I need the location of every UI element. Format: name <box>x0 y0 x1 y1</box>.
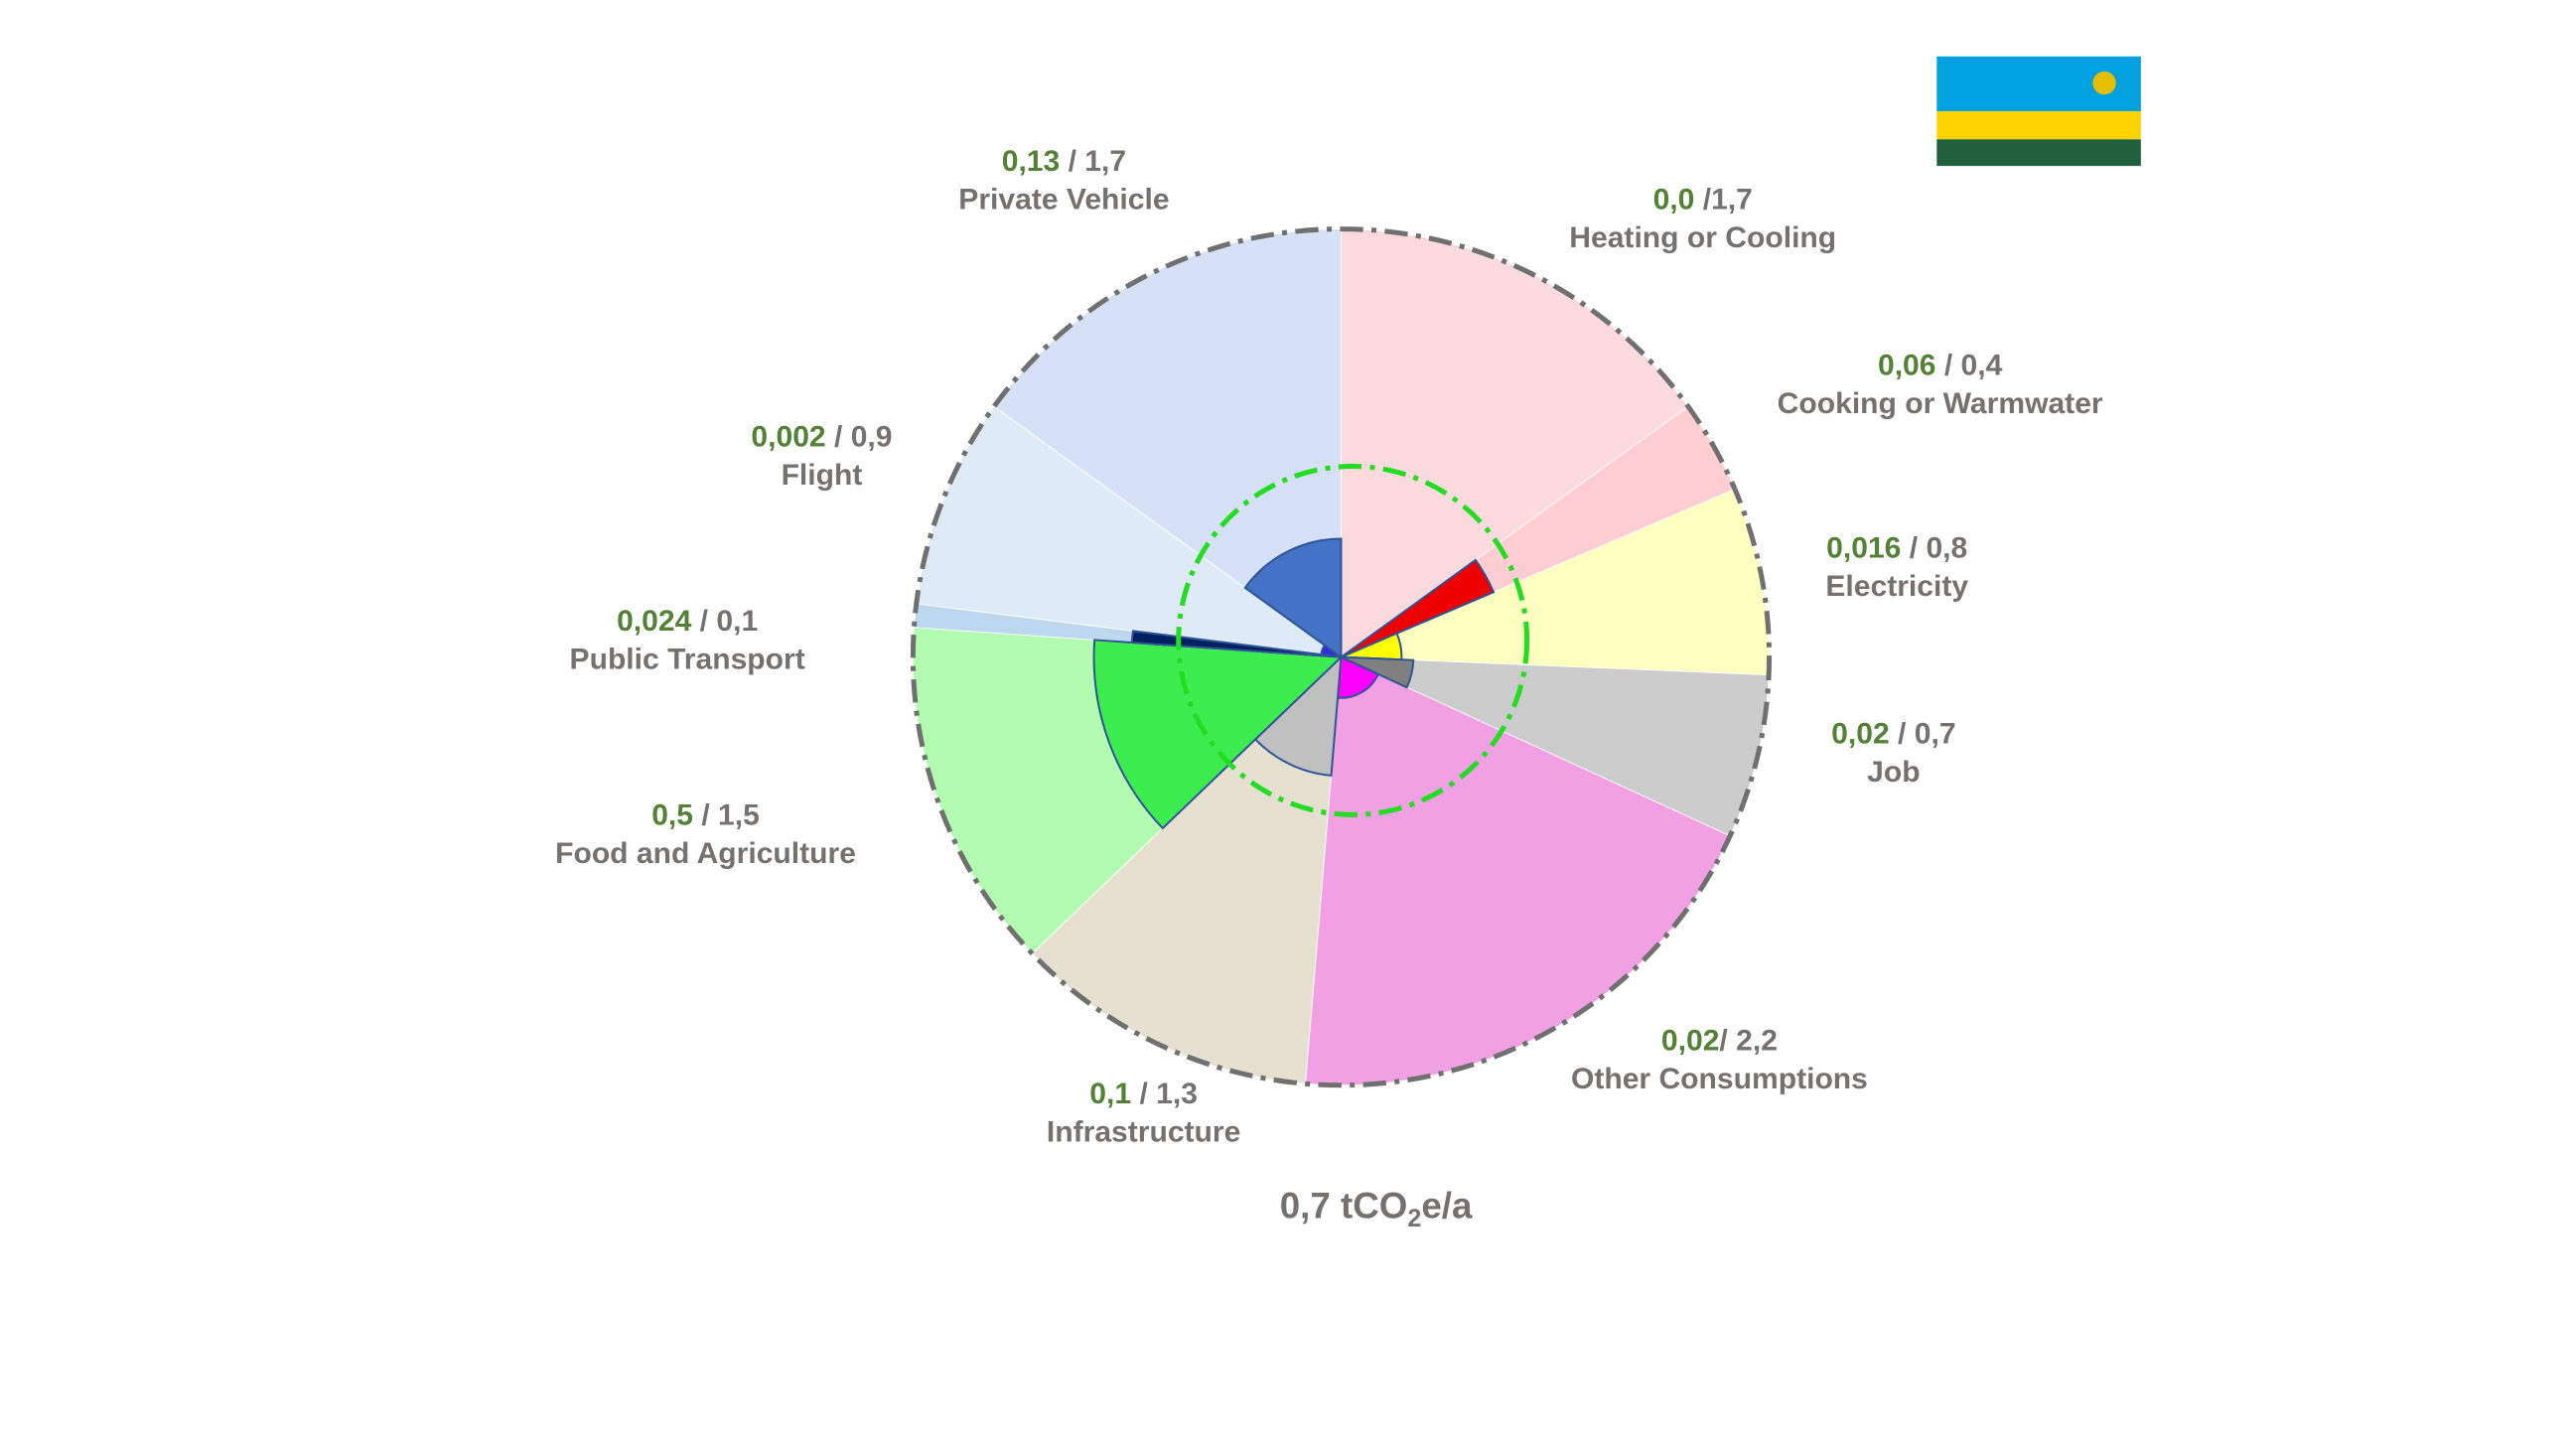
average: / 0,8 <box>1901 531 1967 564</box>
total-unit: tCO <box>1341 1185 1407 1226</box>
wedges <box>912 228 1770 1086</box>
average: / 1,5 <box>693 798 760 831</box>
value: 0,02 <box>1661 1025 1720 1058</box>
value-wedge <box>1340 558 1496 658</box>
labels: 0,0 /1,7 Heating or Cooling 0,06 / 0,4 Cook… <box>555 145 2103 1148</box>
value-label: 0,02/ 2,2 <box>1661 1025 1778 1058</box>
reference-ring <box>1176 464 1530 817</box>
value-label: 0,002 / 0,9 <box>751 420 892 453</box>
flag <box>1936 56 2141 167</box>
flag-green <box>1936 139 2141 167</box>
category-label: Cooking or Warmwater <box>1778 387 2103 420</box>
average: / 0,4 <box>1935 350 2002 382</box>
category-label: Other Consumptions <box>1571 1063 1868 1095</box>
value: 0,1 <box>1089 1078 1131 1110</box>
value-wedge <box>1253 654 1343 777</box>
flag-yellow <box>1936 110 2141 140</box>
value-label: 0,016 / 0,8 <box>1826 531 1967 564</box>
value-wedge <box>1336 655 1380 699</box>
average: / 2,2 <box>1719 1025 1778 1058</box>
category-label: Food and Agriculture <box>555 837 856 870</box>
total-unit-end: e/a <box>1421 1185 1473 1226</box>
flag-sun <box>2092 71 2116 95</box>
total-unit-sub: 2 <box>1407 1205 1421 1232</box>
value-label: 0,02 / 0,7 <box>1831 718 1955 751</box>
value-label: 0,024 / 0,1 <box>617 605 758 638</box>
total: 0,7 tCO2e/a <box>1280 1185 1473 1231</box>
average: /1,7 <box>1694 184 1753 216</box>
total-value: 0,7 <box>1280 1185 1331 1226</box>
value-wedge <box>1130 630 1342 658</box>
value: 0,024 <box>617 605 692 638</box>
average: / 0,1 <box>691 605 758 638</box>
value-wedge <box>1243 537 1343 659</box>
value: 0,13 <box>1002 145 1061 178</box>
category-label: Infrastructure <box>1047 1116 1240 1149</box>
average: / 1,7 <box>1060 145 1126 178</box>
category-label: Job <box>1867 756 1920 789</box>
value: 0,0 <box>1653 184 1695 216</box>
value: 0,06 <box>1878 350 1936 382</box>
value-label: 0,06 / 0,4 <box>1878 350 2003 382</box>
outer-ring <box>910 226 1773 1088</box>
value-wedge <box>1092 639 1344 830</box>
value: 0,002 <box>751 420 825 453</box>
category-label: Private Vehicle <box>958 184 1169 216</box>
average: / 0,7 <box>1890 718 1956 751</box>
value: 0,5 <box>651 798 693 831</box>
value-label: 0,1 / 1,3 <box>1089 1078 1198 1110</box>
category-label: Heating or Cooling <box>1569 221 1836 254</box>
value-label: 0,0 /1,7 <box>1653 184 1753 216</box>
average: / 1,3 <box>1131 1078 1198 1110</box>
value: 0,02 <box>1831 718 1890 751</box>
category-label: Flight <box>782 459 863 492</box>
value-label: 0,5 / 1,5 <box>651 798 760 831</box>
category-label: Electricity <box>1825 570 1968 603</box>
category-label: Public Transport <box>570 643 805 675</box>
value-label: 0,13 / 1,7 <box>1002 145 1126 178</box>
value: 0,016 <box>1826 531 1901 564</box>
average: / 0,9 <box>826 420 893 453</box>
